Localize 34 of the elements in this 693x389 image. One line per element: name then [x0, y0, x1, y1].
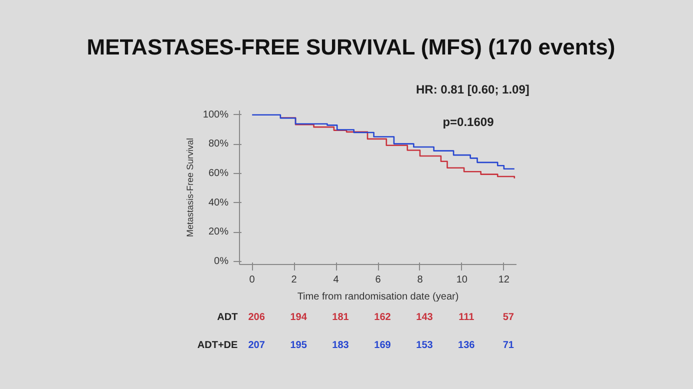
x-tick-label: 10 [456, 274, 468, 286]
text: 206 [248, 310, 265, 325]
chart-title: METASTASES-FREE SURVIVAL (MFS) (170 events) [86, 33, 616, 62]
text: 194 [290, 310, 307, 325]
x-tick-label: 12 [498, 274, 510, 286]
x-tick-label: 2 [291, 274, 298, 286]
text: ADT+DE [197, 338, 238, 353]
text: 195 [290, 338, 307, 353]
text: 183 [332, 338, 349, 353]
y-tick-label: 80% [208, 138, 229, 150]
y-tick-label: 100% [202, 109, 229, 120]
x-axis-title: Time from randomisation date (year) [297, 292, 459, 302]
text: 143 [416, 310, 433, 325]
text: 136 [458, 338, 475, 353]
x-tick-label: 8 [417, 274, 424, 286]
text: 111 [458, 310, 474, 325]
y-tick-label: 40% [208, 197, 229, 208]
y-axis-title: Metastasis-Free Survival [184, 138, 195, 238]
text: ADT [217, 310, 238, 325]
text: 169 [374, 338, 391, 353]
y-tick-label: 0% [214, 256, 229, 268]
annotation: p=0.1609 [442, 115, 494, 130]
x-tick-label: 0 [249, 274, 256, 286]
text: HR: 0.81 [0.60; 1.09] [416, 81, 530, 98]
text: 153 [416, 338, 433, 353]
text: 207 [248, 338, 265, 353]
text: 57 [502, 310, 514, 325]
y-tick-label: 20% [208, 226, 229, 238]
x-tick-label: 6 [375, 274, 382, 286]
text: 162 [374, 310, 391, 325]
x-tick-label: 4 [333, 274, 340, 286]
text: 71 [502, 338, 514, 353]
text: 181 [332, 310, 349, 325]
y-tick-label: 60% [208, 168, 229, 180]
